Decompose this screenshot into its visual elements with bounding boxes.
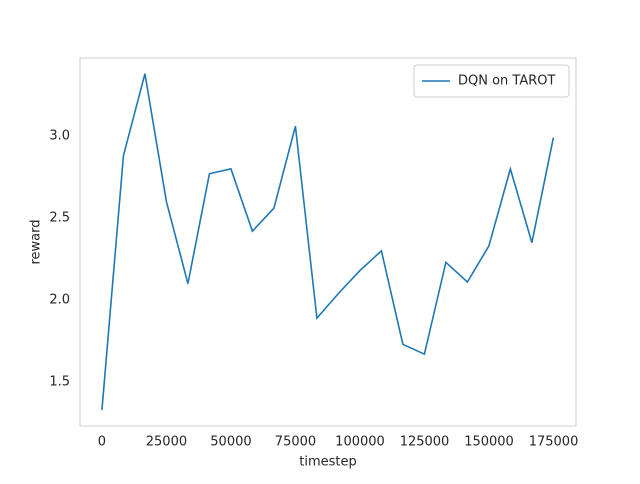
- y-axis-label: reward: [29, 219, 44, 264]
- x-tick-label: 75000: [275, 435, 316, 450]
- x-tick-label: 25000: [146, 435, 187, 450]
- legend-box: [413, 64, 570, 98]
- plot-frame: [79, 57, 577, 427]
- x-tick-label: 0: [98, 435, 106, 450]
- data-line: [101, 73, 555, 410]
- x-tick-label: 100000: [335, 435, 385, 450]
- x-axis-label: timestep: [299, 455, 357, 470]
- y-tick-label: 3.0: [49, 129, 70, 144]
- y-tick-label: 1.5: [49, 375, 70, 390]
- y-tick-label: 2.0: [49, 293, 70, 308]
- x-tick-label: 50000: [210, 435, 251, 450]
- x-tick-label: 175000: [529, 435, 579, 450]
- legend-label: DQN on TAROT: [458, 74, 556, 89]
- x-tick-label: 125000: [400, 435, 450, 450]
- x-tick-label: 150000: [464, 435, 514, 450]
- y-tick-label: 2.5: [49, 211, 70, 226]
